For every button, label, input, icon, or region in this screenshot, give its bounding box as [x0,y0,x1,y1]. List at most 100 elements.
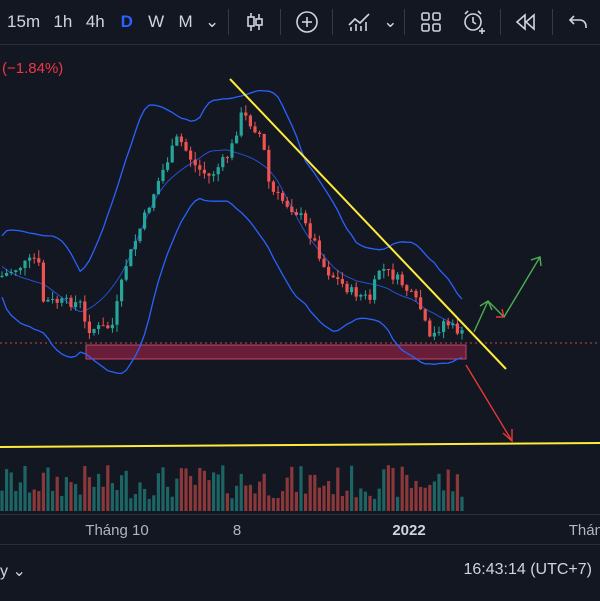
volume-bar [124,470,128,511]
candle-body [271,181,275,192]
candle-body [414,290,418,298]
volume-bar [184,468,188,511]
candle-body [147,207,151,213]
candle-body [106,325,110,329]
volume-bar [253,493,257,511]
candle-body [350,287,354,293]
timeframe-d[interactable]: D [120,12,133,31]
volume-bar [51,490,55,511]
candle-body [442,321,446,333]
volume-bar [60,495,64,511]
candle-body [400,274,404,286]
volume-bar [28,492,32,511]
volume-bar [446,469,450,511]
candle-body [225,157,229,159]
candle-body [405,285,409,291]
volume-bar [87,477,91,511]
volume-bar [207,480,211,511]
volume-bar [340,496,344,511]
undo-button[interactable] [557,0,600,44]
timeframe-1h[interactable]: 1h [53,12,73,31]
candle-body [322,258,326,267]
bullish-projection-arrow[interactable] [473,256,542,333]
volume-bar [414,480,418,511]
volume-bar [32,489,36,511]
volume-bar [170,496,174,511]
replay-button[interactable] [505,0,548,44]
volume-bar [83,466,87,511]
toolbar-divider [404,9,406,35]
candle-body [5,272,9,276]
candle-body [363,294,367,296]
volume-bar [423,487,427,511]
candle-body [216,167,220,175]
candle-body [446,321,450,326]
timeframe-4h[interactable]: 4h [85,12,105,31]
descending-trendline[interactable] [229,78,507,370]
volume-bar [239,473,243,511]
timeframe-15m[interactable]: 15m [7,12,41,31]
candle-body [23,260,27,268]
candle-body [64,297,68,299]
candle-body [51,298,55,300]
toolbar-divider [499,9,501,35]
indicators-dropdown[interactable]: ⌄ [383,12,398,31]
x-tick-label: 8 [232,522,242,539]
timeframe-w[interactable]: W [148,12,165,31]
candle-body [60,298,64,303]
alert-icon [464,10,486,34]
volume-bar [18,482,22,511]
volume-bar [235,485,239,511]
candle-body [340,279,344,284]
candle-body [138,228,142,242]
layout-button[interactable] [409,0,452,44]
time-axis: Tháng 10 8 2022 Tháng [0,514,600,545]
x-tick-label: Tháng [568,522,600,539]
alert-button[interactable] [452,0,495,44]
candle-body [377,270,381,280]
candle-body [244,112,248,116]
indicators-button[interactable] [337,0,380,44]
volume-bar [133,494,137,511]
candle-body [156,180,160,195]
candle-body [184,142,188,151]
timeframe-dropdown[interactable]: ⌄ [205,12,220,31]
candle-body [9,271,13,273]
bearish-projection-arrow[interactable] [465,364,513,443]
volume-bar [78,494,82,511]
horizontal-trendline[interactable] [0,442,600,448]
toolbar-divider [332,9,334,35]
candle-body [14,270,18,272]
add-indicator-button[interactable] [285,0,328,44]
volume-bar [179,468,183,511]
layout-icon [420,12,441,32]
volume-bar [101,486,105,511]
candle-body [419,297,423,310]
candle-body [345,283,349,293]
volume-bar [262,473,266,511]
support-zone[interactable] [85,344,467,360]
date-range-selector[interactable]: y ⌄ [0,563,26,580]
candle-body [175,136,179,146]
candle-body [207,173,211,176]
price-chart[interactable] [0,45,600,514]
candle-body [262,133,266,150]
volume-bar [166,486,170,511]
candle-body [386,268,390,270]
chart-type-button[interactable] [233,0,276,44]
volume-bar [143,488,147,511]
candle-body [120,279,124,302]
volume-bar [322,485,326,511]
candle-body [110,324,114,329]
candle-body [193,159,197,166]
volume-bar [221,465,225,511]
volume-bar [69,482,73,511]
candle-body [281,192,285,201]
clock-timezone[interactable]: 16:43:14 (UTC+7) [463,561,592,578]
volume-bar [382,469,386,511]
candle-body [83,301,87,322]
volume-bar [377,488,381,511]
timeframe-m[interactable]: M [178,12,193,31]
candle-body [55,298,59,303]
candle-body [212,174,216,176]
